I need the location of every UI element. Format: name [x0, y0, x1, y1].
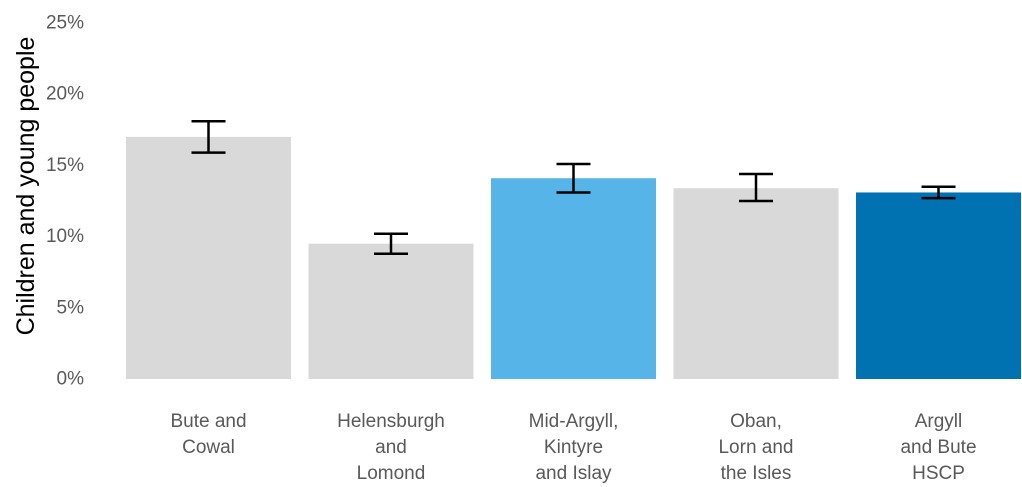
x-category-label-line: and Bute: [900, 437, 976, 458]
x-category-label-line: Lorn and: [718, 437, 793, 458]
x-category-label-line: the Isles: [721, 463, 792, 484]
y-tick-label: 5%: [57, 297, 85, 318]
error-bar: [921, 185, 956, 200]
x-category-label-line: Kintyre: [544, 437, 603, 458]
error-bar: [556, 162, 591, 194]
x-category-label-line: Argyll: [915, 411, 963, 432]
y-tick-label: 10%: [46, 226, 84, 247]
y-tick-label: 20%: [46, 84, 84, 105]
y-axis-label: Children and young people: [12, 37, 40, 336]
x-category-label: Argyll and Bute HSCP: [900, 411, 976, 484]
y-tick-label: 15%: [46, 155, 84, 176]
x-category-label-line: Cowal: [182, 437, 235, 458]
x-category-label-line: Mid-Argyll,: [529, 411, 619, 432]
error-bar: [739, 172, 773, 203]
y-tick-label: 0%: [57, 369, 85, 390]
x-category-label-line: Lomond: [357, 463, 426, 484]
x-category-label-line: Oban,: [730, 411, 782, 432]
bar: [308, 243, 474, 379]
x-category-label: Bute and Cowal: [170, 411, 246, 458]
x-category-label: Mid-Argyll, Kintyre and Islay: [529, 411, 619, 484]
x-category-label-line: Bute and: [170, 411, 246, 432]
x-category-label-line: Helensburgh: [337, 411, 445, 432]
x-category-label-line: and: [375, 437, 407, 458]
x-category-label: Helensburgh and Lomond: [337, 411, 445, 484]
bar: [491, 178, 656, 379]
y-tick-label: 25%: [46, 13, 84, 34]
x-category-label-line: HSCP: [912, 463, 965, 484]
bar: [673, 188, 839, 379]
error-bar: [374, 232, 408, 255]
bar: [126, 136, 291, 379]
bar: [856, 192, 1021, 379]
x-category-label: Oban, Lorn and the Isles: [718, 411, 793, 484]
error-bar: [191, 120, 226, 154]
x-category-label-line: and Islay: [535, 463, 612, 484]
